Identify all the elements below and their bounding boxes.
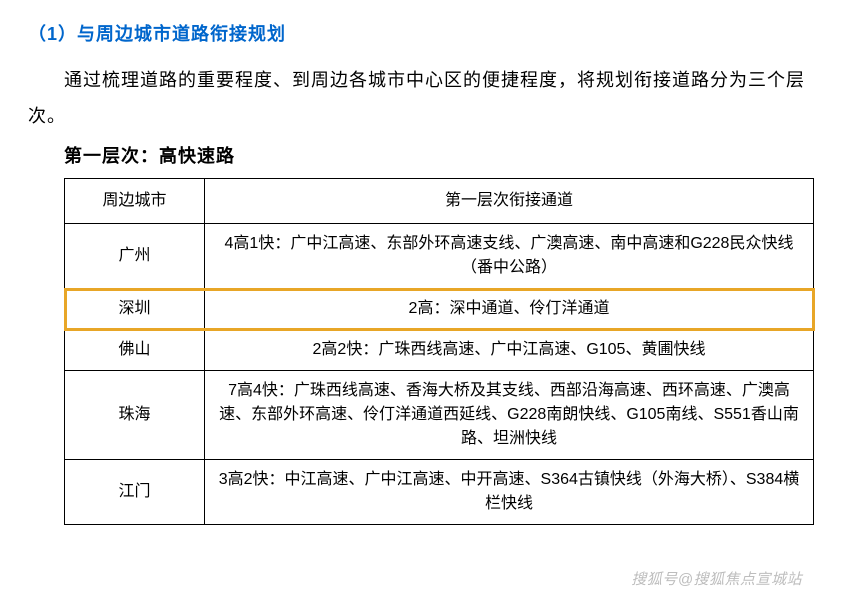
cell-channels: 7高4快：广珠西线高速、香海大桥及其支线、西部沿海高速、西环高速、广澳高速、东部… — [205, 371, 814, 460]
cell-city: 佛山 — [65, 330, 205, 371]
table-row: 佛山 2高2快：广珠西线高速、广中江高速、G105、黄圃快线 — [65, 330, 814, 371]
table-row-highlighted: 深圳 2高：深中通道、伶仃洋通道 — [65, 289, 814, 330]
watermark-text: 搜狐号@搜狐焦点宣城站 — [631, 568, 802, 589]
cell-city: 江门 — [65, 460, 205, 525]
intro-paragraph: 通过梳理道路的重要程度、到周边各城市中心区的便捷程度，将规划衔接道路分为三个层次… — [28, 62, 834, 134]
road-plan-table: 周边城市 第一层次衔接通道 广州 4高1快：广中江高速、东部外环高速支线、广澳高… — [64, 178, 814, 525]
section-heading: （1）与周边城市道路衔接规划 — [28, 20, 834, 46]
table-header-row: 周边城市 第一层次衔接通道 — [65, 179, 814, 224]
cell-city: 广州 — [65, 224, 205, 289]
column-header-city: 周边城市 — [65, 179, 205, 224]
table-container: 周边城市 第一层次衔接通道 广州 4高1快：广中江高速、东部外环高速支线、广澳高… — [64, 178, 814, 525]
cell-channels: 3高2快：中江高速、广中江高速、中开高速、S364古镇快线（外海大桥）、S384… — [205, 460, 814, 525]
cell-city: 珠海 — [65, 371, 205, 460]
sub-heading: 第一层次：高快速路 — [64, 142, 834, 168]
cell-city: 深圳 — [65, 289, 205, 330]
cell-channels: 4高1快：广中江高速、东部外环高速支线、广澳高速、南中高速和G228民众快线（番… — [205, 224, 814, 289]
cell-channels: 2高：深中通道、伶仃洋通道 — [205, 289, 814, 330]
table-row: 江门 3高2快：中江高速、广中江高速、中开高速、S364古镇快线（外海大桥）、S… — [65, 460, 814, 525]
column-header-channels: 第一层次衔接通道 — [205, 179, 814, 224]
table-row: 珠海 7高4快：广珠西线高速、香海大桥及其支线、西部沿海高速、西环高速、广澳高速… — [65, 371, 814, 460]
table-row: 广州 4高1快：广中江高速、东部外环高速支线、广澳高速、南中高速和G228民众快… — [65, 224, 814, 289]
cell-channels: 2高2快：广珠西线高速、广中江高速、G105、黄圃快线 — [205, 330, 814, 371]
